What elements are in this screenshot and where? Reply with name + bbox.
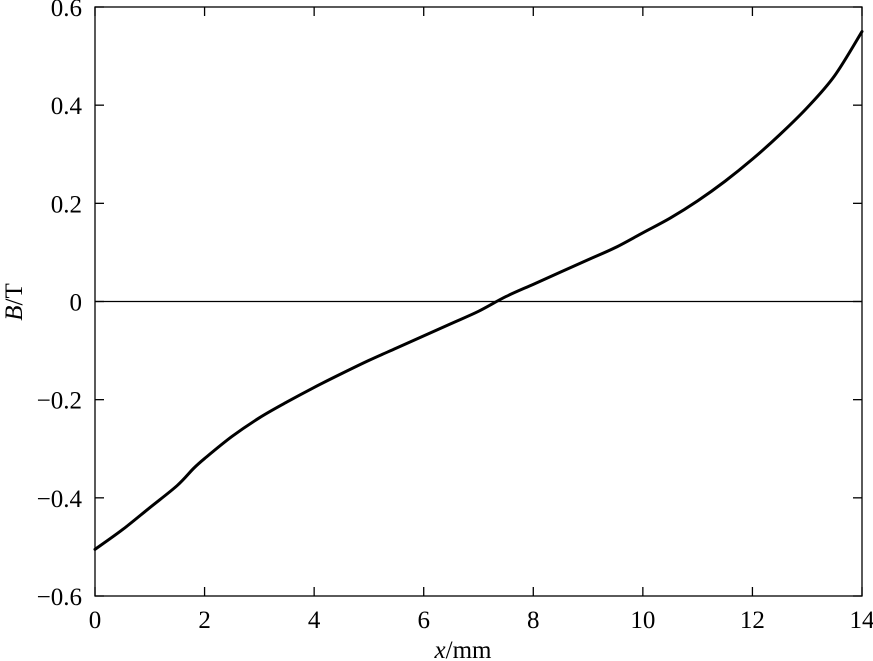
series-line xyxy=(93,30,864,551)
y-axis-variable: B xyxy=(1,305,28,320)
y-tick-label: 0.2 xyxy=(51,191,82,218)
y-tick-label: 0.4 xyxy=(51,93,83,120)
x-axis-variable: x xyxy=(434,637,446,661)
y-tick-label: −0.4 xyxy=(37,486,83,513)
x-tick-label: 6 xyxy=(417,607,430,634)
x-tick-label: 0 xyxy=(89,607,102,634)
x-axis-unit: /mm xyxy=(446,637,492,661)
x-tick-label: 4 xyxy=(308,607,321,634)
y-tick-label: 0.6 xyxy=(51,0,82,22)
x-tick-label: 14 xyxy=(850,607,873,634)
y-tick-label: −0.2 xyxy=(37,388,82,415)
x-axis-label: x/mm xyxy=(434,637,493,661)
x-tick-label: 12 xyxy=(740,607,765,634)
x-tick-label: 8 xyxy=(527,607,540,634)
x-tick-label: 10 xyxy=(630,607,655,634)
y-axis-unit: /T xyxy=(1,283,28,305)
y-axis-label: B/T xyxy=(1,283,28,321)
y-tick-label: 0 xyxy=(70,290,83,317)
y-tick-label: −0.6 xyxy=(37,584,82,611)
tick-labels: 0 2 4 6 8 10 12 14 −0.6 −0.4 −0.2 0 0.2 0.4 0.6 xyxy=(37,0,873,634)
x-tick-label: 2 xyxy=(198,607,211,634)
